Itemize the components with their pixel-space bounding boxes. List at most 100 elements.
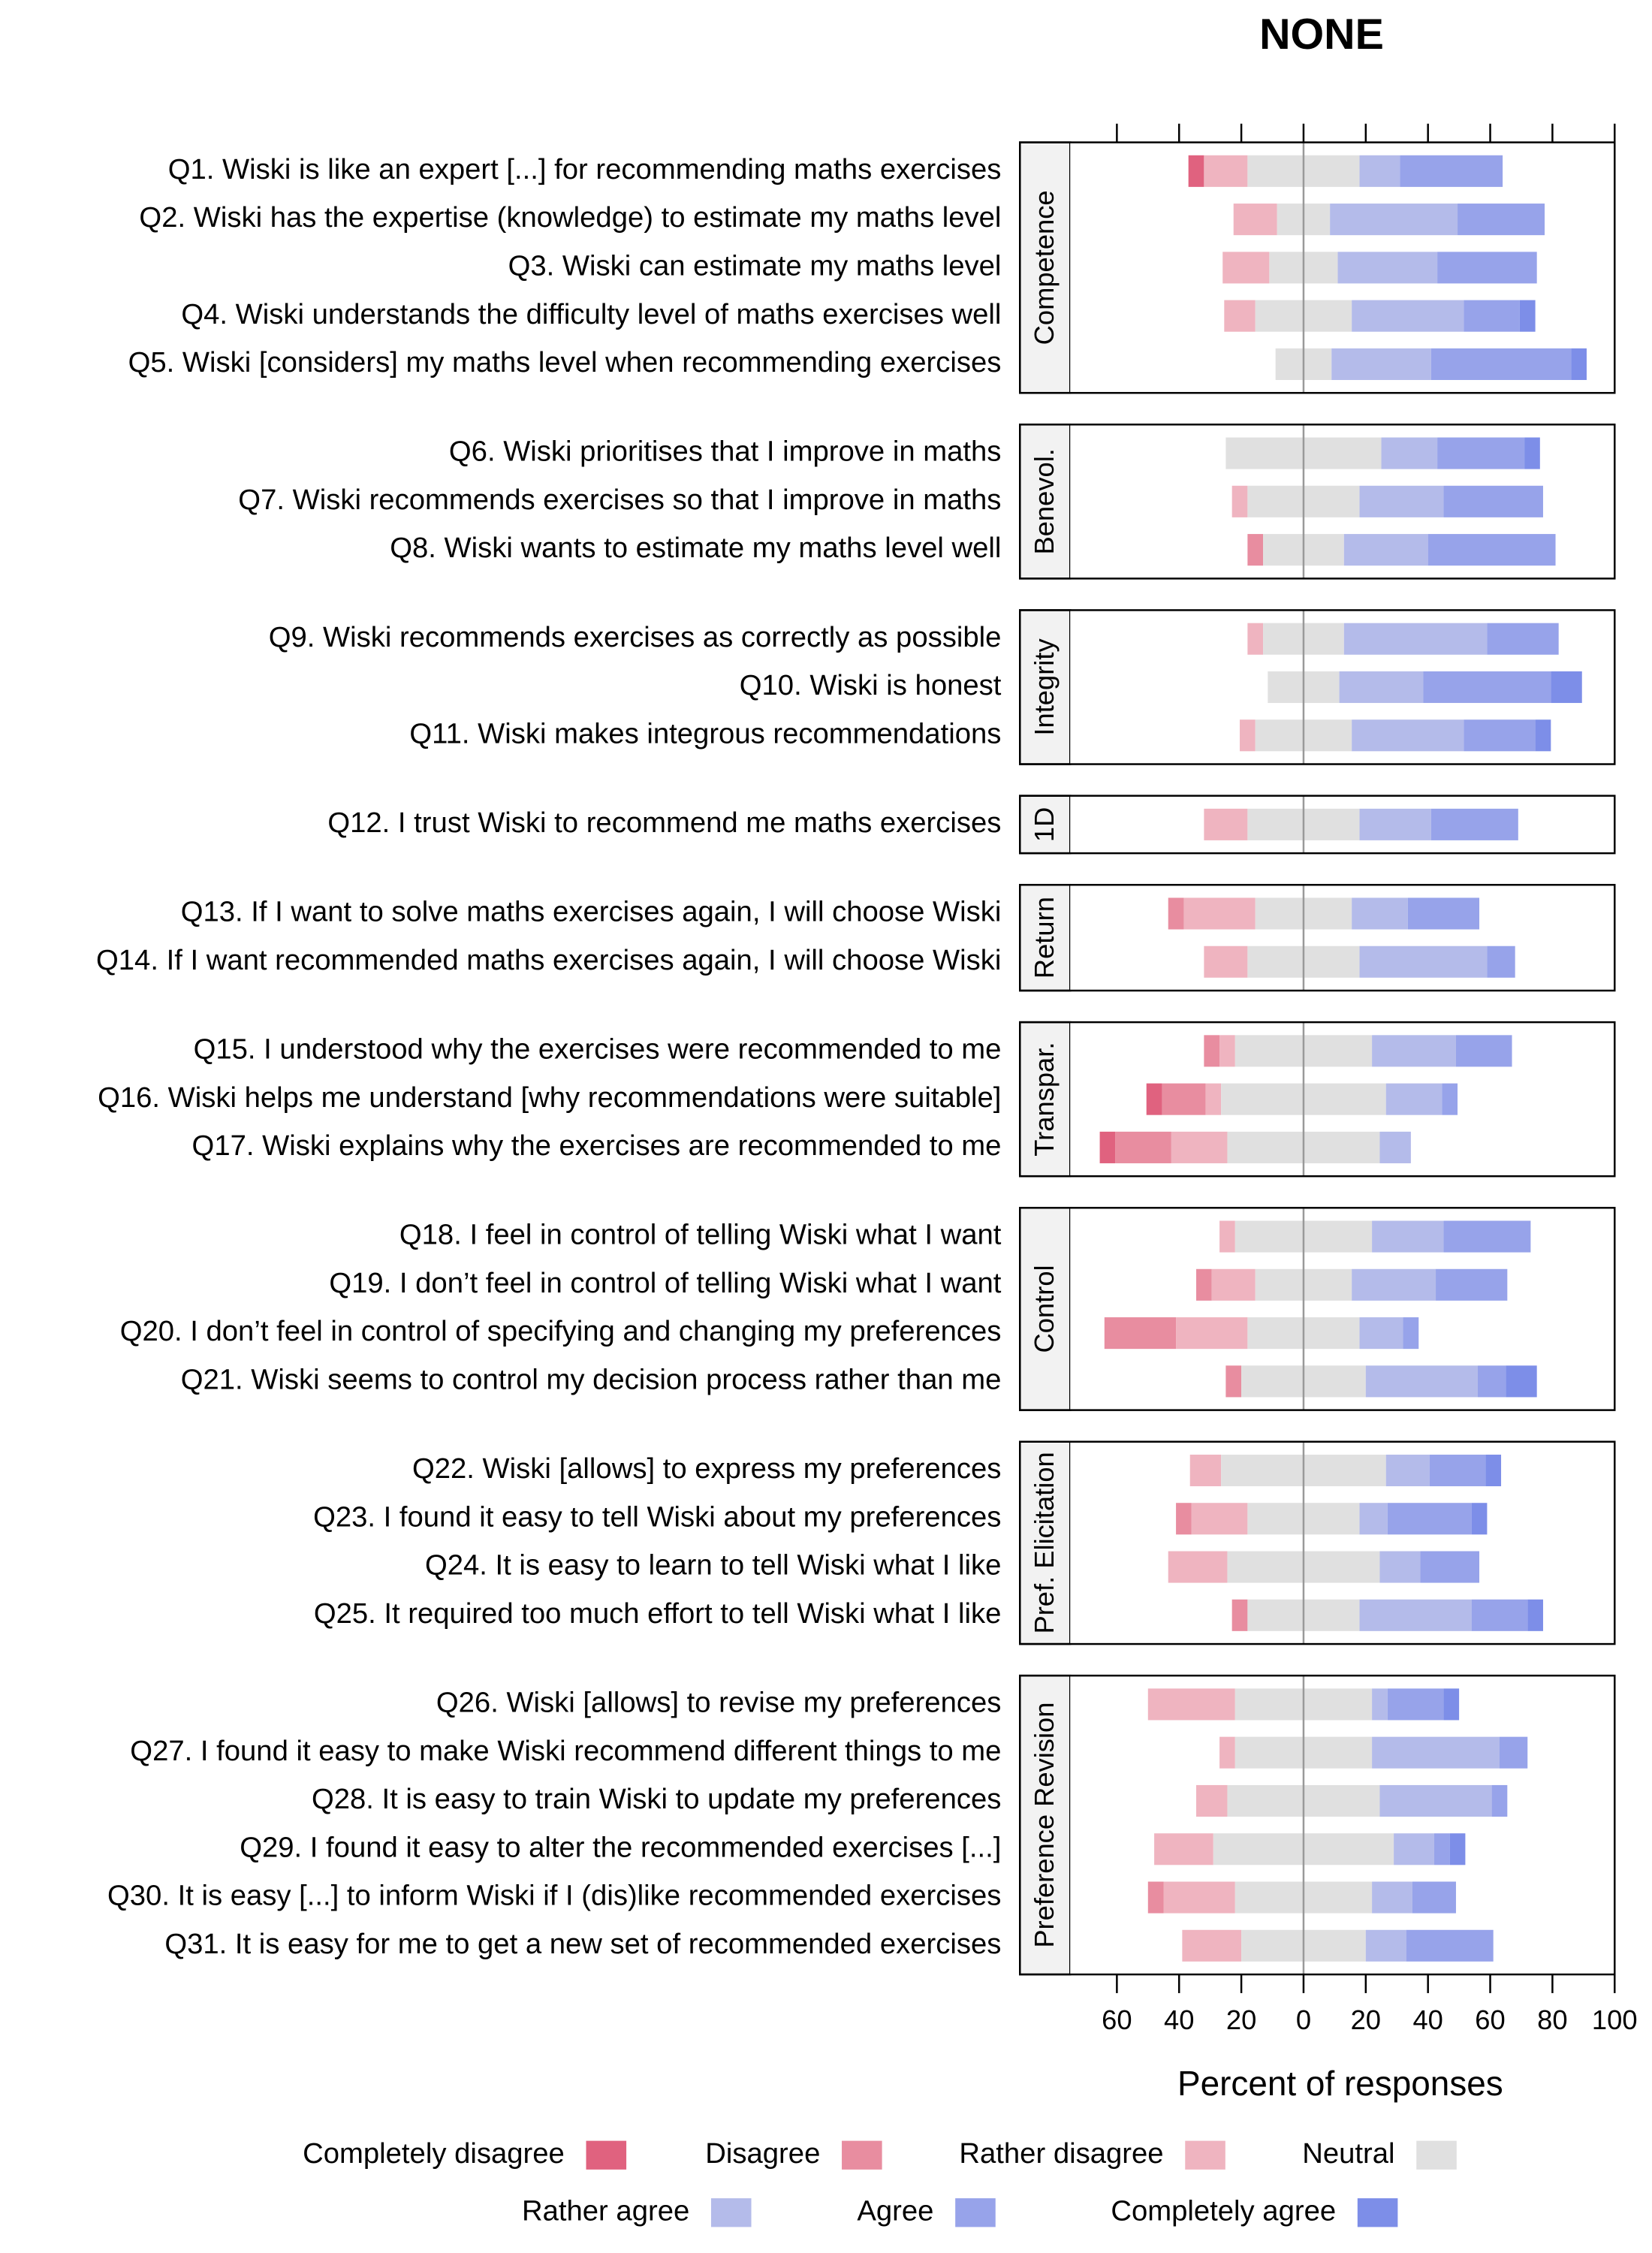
panel-border	[1019, 795, 1616, 855]
panel-strip	[1019, 141, 1072, 394]
legend-label: Agree	[857, 2194, 933, 2227]
legend-label: Rather disagree	[959, 2137, 1163, 2170]
bar-segment	[1339, 671, 1424, 704]
bar-segment	[1359, 1317, 1403, 1350]
question-label: Q18. I feel in control of telling Wiski …	[399, 1219, 1002, 1251]
bar-segment	[1359, 1599, 1472, 1631]
question-label: Q28. It is easy to train Wiski to update…	[312, 1783, 1001, 1815]
bar-segment	[1359, 485, 1444, 517]
panel-strip	[1019, 1207, 1072, 1411]
bar-segment	[1337, 252, 1438, 284]
bar-segment	[1519, 300, 1536, 332]
panel-border	[1019, 1207, 1616, 1411]
bar-segment	[1381, 437, 1438, 469]
bar-segment	[1219, 1736, 1235, 1769]
bar-segment	[1412, 1881, 1456, 1914]
legend-swatch	[586, 2140, 627, 2170]
question-label: Q11. Wiski makes integrous recommendatio…	[409, 717, 1001, 749]
bar-segment	[1379, 1784, 1492, 1817]
bar-segment	[1147, 1881, 1164, 1914]
question-label: Q7. Wiski recommends exercises so that I…	[238, 484, 1001, 516]
bar-segment	[1499, 1736, 1528, 1769]
bar-segment	[1372, 1035, 1456, 1067]
panel-strip	[1019, 1021, 1072, 1178]
bar-segment	[1437, 252, 1537, 284]
question-label: Q4. Wiski understands the difficulty lev…	[181, 298, 1001, 330]
question-label: Q10. Wiski is honest	[740, 669, 1002, 701]
bar-segment	[1387, 1503, 1472, 1535]
question-label: Q20. I don’t feel in control of specifyi…	[120, 1315, 1002, 1347]
bar-segment	[1359, 1503, 1388, 1535]
bar-segment	[1491, 1784, 1508, 1817]
question-label: Q17. Wiski explains why the exercises ar…	[192, 1130, 1002, 1162]
question-label: Q15. I understood why the exercises were…	[194, 1033, 1002, 1065]
x-tick-label: 60	[1475, 2004, 1505, 2035]
bar-segment	[1365, 1365, 1478, 1398]
question-label: Q1. Wiski is like an expert [...] for re…	[168, 153, 1002, 185]
bar-segment	[1219, 1035, 1235, 1067]
question-label: Q24. It is easy to learn to tell Wiski w…	[425, 1549, 1001, 1582]
bar-segment	[1379, 1131, 1411, 1163]
bar-segment	[1406, 1929, 1494, 1962]
bar-segment	[1352, 300, 1464, 332]
legend-label: Completely disagree	[303, 2137, 565, 2170]
bar-segment	[1471, 1503, 1488, 1535]
bar-segment	[1571, 348, 1587, 380]
question-label: Q19. I don’t feel in control of telling …	[329, 1267, 1001, 1299]
bar-segment	[1104, 1317, 1177, 1350]
bar-segment	[1233, 204, 1277, 236]
bar-segment	[1231, 485, 1248, 517]
panel-border	[1019, 1021, 1616, 1178]
panel-border	[1019, 1440, 1616, 1645]
bar-segment	[1427, 534, 1556, 566]
bar-segment	[1196, 1784, 1228, 1817]
question-label: Q8. Wiski wants to estimate my maths lev…	[390, 532, 1001, 564]
bar-segment	[1352, 1268, 1436, 1301]
bar-segment	[1527, 1599, 1543, 1631]
bar-segment	[1183, 897, 1256, 930]
x-tick-label: 100	[1592, 2004, 1638, 2035]
panel-strip	[1019, 883, 1072, 992]
bar-segment	[1240, 719, 1256, 752]
question-label: Q30. It is easy [...] to inform Wiski if…	[107, 1880, 1001, 1912]
bar-segment	[1211, 1268, 1256, 1301]
bar-segment	[1443, 1220, 1531, 1253]
bar-segment	[1115, 1131, 1171, 1163]
bar-segment	[1189, 1454, 1222, 1487]
bar-segment	[1219, 1220, 1235, 1253]
bar-segment	[1379, 1551, 1421, 1583]
bar-segment	[1163, 1881, 1235, 1914]
question-label: Q27. I found it easy to make Wiski recom…	[130, 1735, 1001, 1767]
panel-label: Control	[1029, 1265, 1060, 1353]
question-label: Q31. It is easy for me to get a new set …	[164, 1928, 1001, 1960]
x-tick-label: 40	[1412, 2004, 1442, 2035]
bar-segment	[1222, 252, 1270, 284]
legend-label: Completely agree	[1111, 2194, 1336, 2227]
bar-segment	[1429, 1454, 1486, 1487]
x-tick-label: 60	[1102, 2004, 1132, 2035]
question-label: Q12. I trust Wiski to recommend me maths…	[327, 807, 1001, 839]
bar-segment	[1204, 1035, 1220, 1067]
bar-segment	[1385, 1454, 1430, 1487]
x-tick-label: 20	[1351, 2004, 1381, 2035]
bar-segment	[1359, 946, 1488, 978]
question-label: Q3. Wiski can estimate my maths level	[508, 249, 1002, 282]
bar-segment	[1423, 671, 1551, 704]
legend-swatch	[1416, 2140, 1457, 2170]
bar-segment	[1204, 808, 1248, 840]
bar-segment	[1372, 1736, 1500, 1769]
question-label: Q16. Wiski helps me understand [why reco…	[98, 1081, 1001, 1114]
bar-segment	[1455, 1035, 1512, 1067]
bar-segment	[1449, 1833, 1466, 1865]
bar-segment	[1385, 1083, 1442, 1115]
bar-segment	[1372, 1881, 1412, 1914]
legend-label: Disagree	[705, 2137, 820, 2170]
x-tick-label: 20	[1226, 2004, 1256, 2035]
bar-segment	[1394, 1833, 1434, 1865]
x-tick-label: 40	[1164, 2004, 1194, 2035]
bar-segment	[1352, 719, 1464, 752]
bar-segment	[1430, 808, 1518, 840]
bar-segment	[1225, 1365, 1242, 1398]
bar-segment	[1330, 204, 1458, 236]
